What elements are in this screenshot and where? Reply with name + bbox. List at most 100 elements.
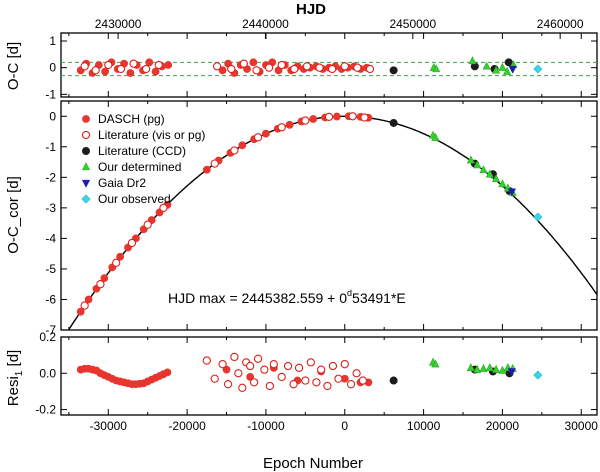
marker-literature-vis-pg [353, 63, 362, 72]
marker-our-determined [485, 363, 494, 372]
marker-dasch-pg [145, 58, 154, 67]
marker-literature-vis-pg [239, 59, 249, 68]
marker-literature-vis-pg [269, 360, 278, 369]
marker-our-determined [81, 162, 91, 171]
bottom-y-axis-title: Resi1 [d] [5, 350, 25, 406]
marker-our-determined [492, 174, 501, 183]
marker-literature-vis-pg [294, 363, 304, 372]
marker-literature-vis-pg [252, 66, 261, 75]
marker-our-determined [498, 179, 507, 188]
legend-label: Our observed [98, 192, 171, 206]
top-axis-title: HJD [296, 1, 326, 18]
marker-literature-vis-pg [154, 60, 163, 70]
x-tick-label: -30000 [90, 419, 128, 433]
marker-literature-vis-pg [246, 361, 255, 371]
marker-our-determined [431, 132, 440, 141]
marker-literature-vis-pg [302, 62, 312, 71]
bottom-y-title-suffix: [d] [5, 350, 22, 371]
marker-dasch-pg [100, 274, 109, 282]
y-tick-label: -1 [45, 87, 56, 101]
marker-dasch-pg [246, 373, 255, 381]
marker-literature-ccd [389, 66, 398, 75]
top-axis-tick-label: 2430000 [95, 17, 142, 31]
y-tick-label: -5 [45, 262, 56, 276]
marker-literature-vis-pg [346, 380, 356, 389]
marker-our-determined [466, 155, 475, 164]
marker-literature-vis-pg [202, 356, 211, 365]
marker-literature-vis-pg [301, 376, 310, 385]
x-axis-title: Epoch Number [263, 455, 363, 472]
marker-literature-vis-pg [80, 301, 89, 310]
marker-literature-vis-pg [210, 159, 219, 168]
marker-dasch-pg [76, 307, 85, 316]
marker-literature-vis-pg [143, 220, 152, 229]
top-y-axis-title: O-C [d] [5, 42, 22, 90]
marker-literature-vis-pg [290, 64, 299, 74]
marker-literature-vis-pg [301, 116, 310, 125]
y-tick-label: -2 [45, 170, 56, 184]
marker-literature-vis-pg [312, 378, 321, 387]
x-tick-label: -20000 [168, 419, 206, 433]
marker-literature-vis-pg [328, 361, 338, 371]
middle-panel: 0 -1 -2 -3 -4 -5 -6 -7 [45, 100, 598, 337]
marker-our-determined [492, 364, 501, 373]
y-tick-label: -3 [45, 201, 56, 215]
plot-frame [60, 336, 598, 416]
marker-dasch-pg [222, 365, 231, 374]
middle-y-axis-title: O-C_cor [d] [5, 176, 22, 254]
marker-dasch-pg [285, 120, 294, 129]
formula-superscript: d [347, 288, 352, 298]
marker-dasch-pg [309, 115, 318, 123]
legend: DASCH (pg) Literature (vis or pg) Literatu… [81, 112, 205, 206]
marker-our-determined [473, 160, 482, 169]
y-tick-label: 0 [49, 109, 56, 123]
marker-literature-vis-pg [324, 112, 334, 122]
y-tick-label: -4 [45, 231, 56, 245]
marker-gaia-dr2 [507, 188, 516, 197]
marker-literature-vis-pg [365, 64, 375, 74]
x-tick-label: -10000 [247, 419, 285, 433]
legend-label: Gaia Dr2 [98, 176, 146, 190]
marker-gaia-dr2 [507, 368, 516, 377]
fit-formula-annotation: HJD max = 2445382.559 + 0d53491*E [168, 288, 406, 306]
marker-literature-vis-pg [358, 376, 368, 385]
marker-dasch-pg [332, 112, 341, 121]
marker-literature-vis-pg [289, 380, 298, 389]
marker-literature-vis-pg [230, 352, 239, 362]
y-tick-label: -7 [45, 323, 56, 337]
marker-literature-vis-pg [340, 62, 349, 71]
marker-literature-vis-pg [277, 60, 286, 70]
marker-dasch-pg [164, 61, 173, 69]
marker-literature-vis-pg [104, 60, 113, 70]
marker-literature-vis-pg [249, 378, 259, 387]
marker-our-determined [431, 359, 440, 368]
marker-literature-vis-pg [129, 59, 138, 68]
y-tick-label: 0.2 [39, 330, 56, 344]
marker-gaia-dr2 [508, 65, 517, 74]
marker-dasch-pg [82, 115, 90, 123]
marker-literature-vis-pg [277, 372, 286, 382]
marker-literature-ccd [389, 376, 398, 385]
marker-our-determined [432, 64, 441, 73]
marker-literature-vis-pg [159, 203, 168, 213]
marker-literature-vis-pg [334, 374, 343, 383]
marker-literature-vis-pg [218, 360, 227, 369]
y-tick-label: 0 [49, 61, 56, 75]
plot-frame [60, 32, 598, 98]
marker-dasch-pg [202, 165, 211, 174]
legend-label: Our determined [98, 160, 181, 174]
bottom-panel: -30000 -20000 -10000 0 10000 20000 30000 0.2 0.0… [35, 330, 598, 433]
y-tick-label: 1 [49, 34, 56, 48]
marker-our-observed [533, 64, 543, 74]
marker-literature-vis-pg [112, 258, 121, 267]
marker-our-determined [479, 363, 488, 372]
marker-literature-vis-pg [283, 361, 293, 371]
marker-our-observed [533, 212, 543, 222]
marker-literature-vis-pg [253, 354, 263, 363]
marker-literature-vis-pg [316, 365, 326, 374]
marker-literature-ccd [389, 118, 398, 127]
marker-literature-vis-pg [238, 383, 247, 392]
marker-our-determined [479, 165, 488, 174]
marker-our-observed [533, 370, 543, 380]
